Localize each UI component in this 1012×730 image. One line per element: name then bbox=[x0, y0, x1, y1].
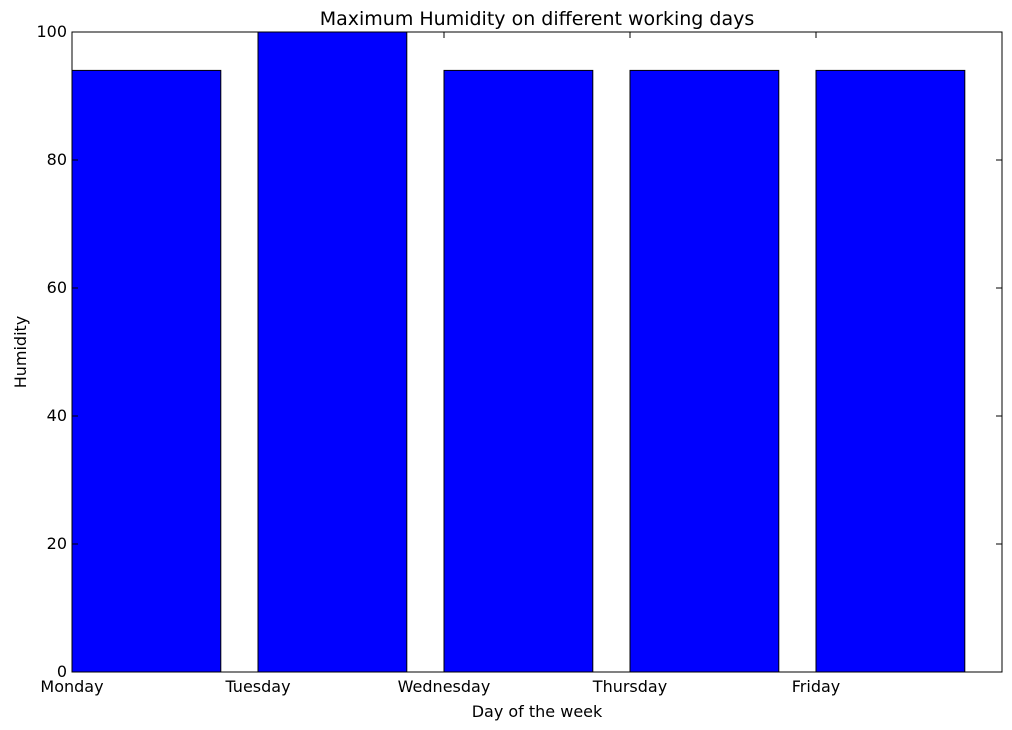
y-tick-label: 20 bbox=[47, 534, 67, 553]
y-tick-label: 80 bbox=[47, 150, 67, 169]
x-axis: Monday Tuesday Wednesday Thursday Friday bbox=[40, 32, 840, 696]
y-tick-label: 100 bbox=[36, 22, 67, 41]
y-axis: 0 20 40 60 80 100 bbox=[36, 22, 1002, 681]
bar-thursday bbox=[629, 69, 780, 673]
bar-tuesday bbox=[257, 31, 408, 673]
x-tick-label-wednesday: Wednesday bbox=[398, 677, 491, 696]
chart-title: Maximum Humidity on different working da… bbox=[320, 8, 755, 30]
y-tick-label: 0 bbox=[57, 662, 67, 681]
bar-monday bbox=[71, 69, 222, 673]
bar-wednesday bbox=[443, 69, 594, 673]
y-tick-label: 60 bbox=[47, 278, 67, 297]
bars-layer bbox=[71, 31, 966, 673]
y-axis-label: Humidity bbox=[11, 316, 30, 389]
x-tick-label-monday: Monday bbox=[40, 677, 103, 696]
x-axis-label: Day of the week bbox=[472, 702, 603, 721]
x-tick-label-tuesday: Tuesday bbox=[224, 677, 290, 696]
y-tick-label: 40 bbox=[47, 406, 67, 425]
plot-frame bbox=[71, 31, 1003, 673]
x-tick-label-thursday: Thursday bbox=[592, 677, 667, 696]
bar-friday bbox=[815, 69, 966, 673]
x-tick-label-friday: Friday bbox=[792, 677, 841, 696]
